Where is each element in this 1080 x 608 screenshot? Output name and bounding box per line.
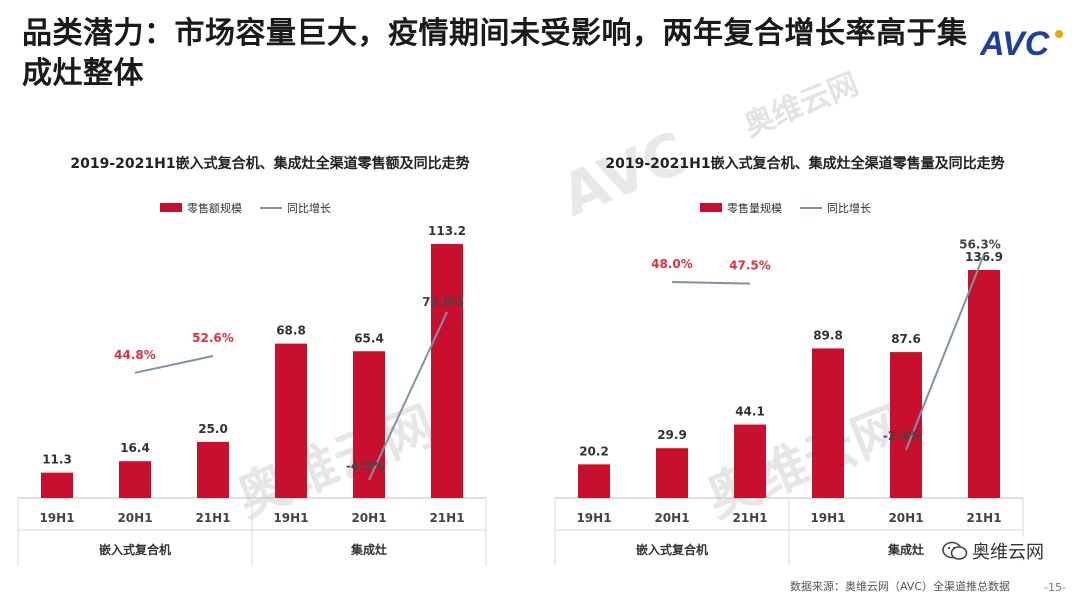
page-number: -15- (1044, 581, 1066, 594)
yoy-value-label: 56.3% (959, 237, 1001, 251)
legend-line-label: 同比增长 (827, 201, 871, 215)
category-label: 21H1 (429, 511, 464, 525)
bar (734, 424, 766, 498)
bar-value-label: 87.6 (891, 332, 921, 346)
yoy-value-label: 47.5% (729, 259, 771, 273)
group-label: 嵌入式复合机 (636, 542, 708, 557)
bar-value-label: 68.8 (276, 324, 306, 338)
bar-value-label: 11.3 (42, 453, 72, 467)
legend-line-label: 同比增长 (287, 201, 331, 215)
page-title: 品类潜力：市场容量巨大，疫情期间未受影响，两年复合增长率高于集成灶整体 (22, 16, 968, 91)
bar-value-label: 89.8 (813, 328, 843, 342)
yoy-value-label: -2.4% (883, 429, 921, 443)
group-label: 集成灶 (887, 542, 924, 557)
bar-value-label: 44.1 (735, 405, 765, 419)
yoy-value-label: 48.0% (651, 257, 693, 271)
wechat-account-name: 奥维云网 (972, 542, 1044, 563)
group-label: 嵌入式复合机 (99, 542, 171, 557)
bar-value-label: 16.4 (120, 441, 150, 455)
bar (431, 244, 463, 498)
yoy-line (905, 253, 985, 451)
bar-value-label: 113.2 (428, 224, 466, 238)
yoy-value-label: 73.0% (422, 295, 464, 309)
chart-title: 2019-2021H1嵌入式复合机、集成灶全渠道零售额及同比走势 (70, 155, 469, 172)
yoy-value-label: -4.9% (346, 459, 384, 473)
category-label: 21H1 (966, 511, 1001, 525)
yoy-value-label: 52.6% (192, 331, 234, 345)
category-label: 20H1 (654, 511, 689, 525)
category-label: 21H1 (732, 511, 767, 525)
data-source: 数据来源：奥维云网（AVC）全渠道推总数据 (789, 580, 1010, 593)
legend-bar-swatch (160, 203, 182, 212)
bar (578, 464, 610, 498)
avc-logo: AVC (980, 25, 1063, 62)
yoy-value-label: 44.8% (114, 348, 156, 362)
category-label: 20H1 (351, 511, 386, 525)
legend-bar-label: 零售量规模 (727, 201, 782, 215)
bar (197, 441, 229, 498)
category-label: 19H1 (273, 511, 308, 525)
legend-bar-label: 零售额规模 (187, 201, 242, 215)
yoy-line (368, 311, 448, 481)
legend-bar-swatch (700, 203, 722, 212)
bar (812, 348, 844, 498)
wechat-icon (942, 541, 968, 560)
bar-value-label: 25.0 (198, 422, 228, 436)
category-label: 20H1 (888, 511, 923, 525)
bar (656, 448, 688, 498)
category-label: 20H1 (117, 511, 152, 525)
yoy-line (134, 355, 214, 374)
bar-value-label: 29.9 (657, 428, 687, 442)
bar (968, 270, 1000, 498)
yoy-line (671, 281, 751, 285)
bar (119, 461, 151, 498)
bar (353, 351, 385, 498)
group-label: 集成灶 (350, 542, 387, 557)
category-label: 21H1 (195, 511, 230, 525)
category-label: 19H1 (810, 511, 845, 525)
bar-value-label: 20.2 (579, 444, 609, 458)
wechat-badge: 奥维云网 (936, 536, 1050, 566)
logo-text: AVC (980, 25, 1050, 62)
category-label: 19H1 (576, 511, 611, 525)
bar (890, 352, 922, 498)
category-label: 19H1 (39, 511, 74, 525)
bar (41, 472, 73, 498)
chart-title: 2019-2021H1嵌入式复合机、集成灶全渠道零售量及同比走势 (605, 155, 1004, 172)
bar-value-label: 65.4 (354, 331, 384, 345)
bar (275, 343, 307, 498)
